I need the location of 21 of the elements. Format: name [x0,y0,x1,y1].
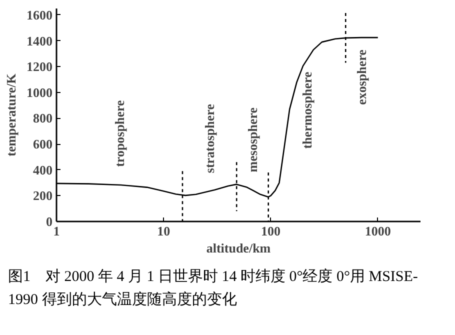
x-tick-label: 1 [53,224,60,238]
y-tick-label: 800 [33,110,52,126]
caption: 图1 对 2000 年 4 月 1 日世界时 14 时纬度 0°经度 0°用 MSISE-1990 得到的大气温度随高度的变化 [8,267,419,310]
annotation: mesosphere [244,107,260,172]
x-tick-label: 10 [157,224,170,238]
y-tick-label: 400 [33,162,52,178]
y-tick-label: 1000 [26,84,52,100]
x-axis-title: altitude/km [206,240,271,256]
x-tick-label: 1000 [364,224,391,238]
y-tick-label: 0 [46,214,52,229]
y-tick-label: 1600 [26,7,52,22]
annotation: stratosphere [202,104,218,174]
y-tick-label: 600 [33,136,52,152]
y-tick-label: 1200 [26,59,52,74]
y-tick-label: 200 [33,188,52,204]
annotation: exosphere [354,49,370,105]
x-tick-label: 100 [260,224,280,238]
y-tick-label: 1400 [26,33,52,48]
annotation: thermosphere [299,72,314,149]
annotation: troposphere [112,100,127,167]
y-axis-title: temperature/K [4,72,18,156]
